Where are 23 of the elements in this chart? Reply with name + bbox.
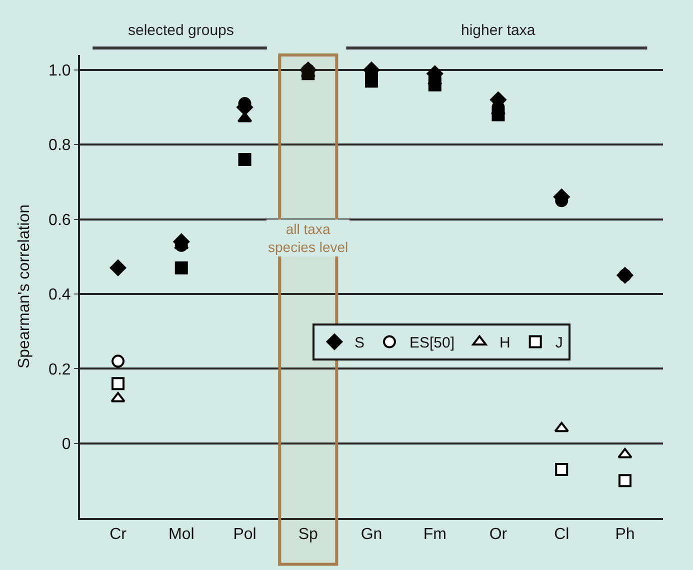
x-tick-label: Cr: [110, 526, 128, 544]
x-tick-label: Ph: [615, 526, 635, 544]
x-tick-label: Fm: [423, 526, 446, 544]
y-tick-label: 0.4: [48, 286, 71, 304]
y-tick-label: 0.2: [48, 361, 71, 378]
text: selected groups: [128, 22, 234, 39]
y-tick-label: 0: [62, 436, 71, 453]
band-label: all taxa species level: [268, 221, 348, 256]
y-tick-label: 1.0: [48, 62, 71, 80]
y-axis-title: Spearman's correlation: [16, 204, 33, 369]
x-tick-label: Cl: [554, 526, 570, 544]
legend-label: S: [354, 334, 364, 352]
text: higher taxa: [461, 22, 536, 39]
y-tick-label: 0.6: [48, 212, 71, 229]
y-tick-label: 0.8: [48, 137, 71, 154]
legend-label: H: [500, 334, 510, 352]
x-tick-label: Or: [489, 526, 508, 544]
x-tick-label: Sp: [298, 526, 318, 544]
legend-label: ES[50]: [409, 334, 455, 352]
x-tick-label: Pol: [233, 526, 256, 544]
legend-label: J: [555, 334, 563, 352]
x-tick-label: Mol: [168, 526, 194, 544]
x-tick-label: Gn: [360, 526, 382, 544]
